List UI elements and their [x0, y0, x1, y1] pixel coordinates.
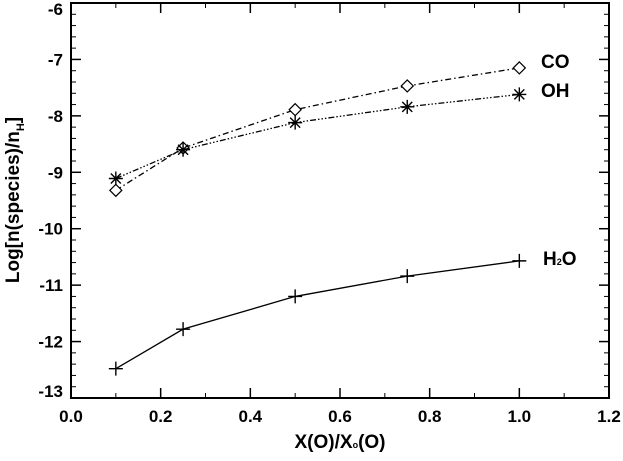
y-tick-label: -8 — [48, 107, 63, 126]
data-point-oh — [108, 171, 123, 186]
x-tick-label: 0.8 — [418, 407, 442, 426]
series-h2o — [108, 253, 527, 376]
x-tick-label: 1.0 — [508, 407, 532, 426]
series-label-h2o: H2O — [543, 249, 577, 270]
series-co — [108, 61, 527, 198]
x-tick-label: 0.6 — [328, 407, 352, 426]
y-tick-label: -13 — [38, 382, 63, 401]
data-point-co — [288, 102, 303, 117]
axes: 0.0 0.2 0.4 0.6 0.8 1.0 1.2 -6 -7 -8 -9 -10 -11 -12 -1… — [38, 0, 620, 426]
data-point-h2o — [176, 322, 191, 337]
series-label-oh: OH — [541, 81, 570, 102]
y-tick-label: -7 — [48, 50, 63, 69]
x-axis-label: X(O)/Xo(O) — [295, 432, 386, 453]
data-point-h2o — [108, 361, 123, 376]
y-tick-label: -10 — [38, 220, 63, 239]
y-tick-label: -12 — [38, 333, 63, 352]
series-label-co: CO — [541, 52, 570, 73]
series-oh — [108, 87, 527, 186]
x-tick-label: 0.2 — [149, 407, 173, 426]
series-line-oh — [115, 93, 520, 180]
data-point-co — [108, 183, 123, 198]
y-tick-label: -6 — [48, 0, 63, 19]
data-point-co — [400, 79, 415, 93]
data-point-co — [512, 61, 527, 75]
series-line-co — [115, 67, 520, 191]
y-axis-label: Log[n(species)/nH] — [3, 117, 27, 283]
data-point-h2o — [288, 289, 303, 304]
x-tick-label: 0.0 — [59, 407, 83, 426]
data-point-oh — [512, 87, 527, 102]
series-line-h2o — [115, 260, 520, 370]
series-group — [108, 61, 527, 376]
x-tick-label: 1.2 — [597, 407, 621, 426]
data-point-h2o — [400, 269, 415, 284]
y-tick-label: -9 — [48, 163, 63, 182]
data-point-oh — [400, 99, 415, 114]
data-point-oh — [288, 115, 303, 130]
x-tick-label: 0.4 — [239, 407, 263, 426]
y-tick-label: -11 — [39, 276, 63, 295]
plot-frame — [70, 2, 610, 399]
data-point-oh — [176, 142, 191, 157]
data-point-h2o — [512, 253, 527, 268]
